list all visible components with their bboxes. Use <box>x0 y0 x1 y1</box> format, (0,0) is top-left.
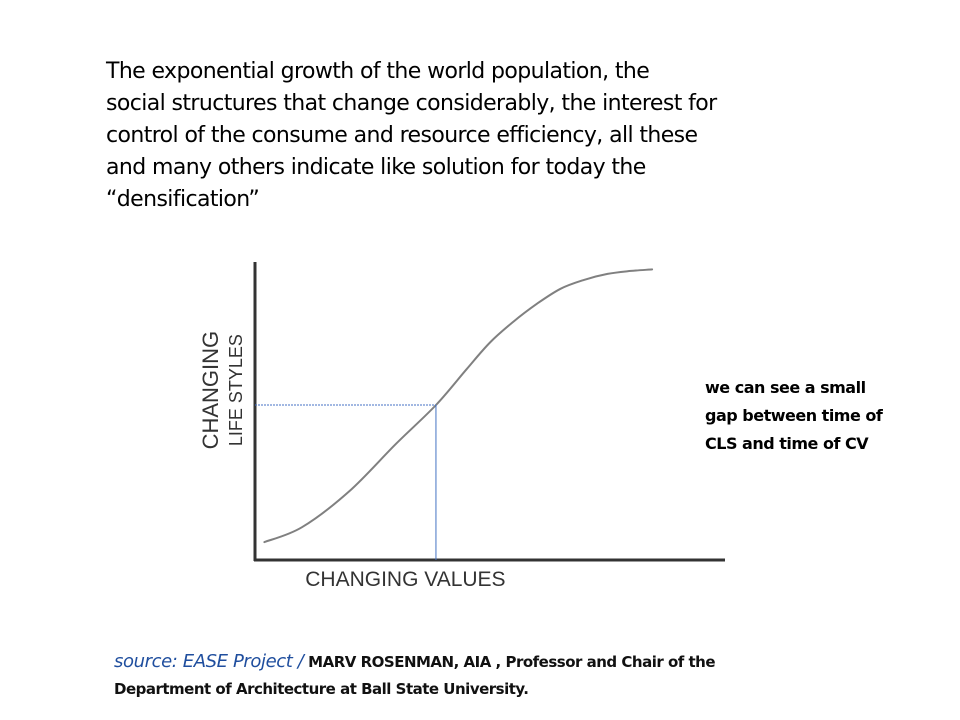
y-axis-label-line: CHANGING <box>198 331 223 450</box>
intro-line: social structures that change considerab… <box>106 91 717 116</box>
intro-line: and many others indicate like solution f… <box>106 155 646 180</box>
y-axis-label-line: LIFE STYLES <box>226 334 246 446</box>
source-link: source: EASE Project / <box>114 651 304 672</box>
source-citation: source: EASE Project / MARV ROSENMAN, AI… <box>114 648 914 703</box>
intro-line: “densification” <box>106 187 260 212</box>
source-line-2: Department of Architecture at Ball State… <box>114 680 529 698</box>
source-line-1: source: EASE Project / MARV ROSENMAN, AI… <box>114 648 914 676</box>
note-line: we can see a small <box>705 378 866 397</box>
y-axis-label: CHANGING LIFE STYLES <box>198 331 246 450</box>
intro-paragraph: The exponential growth of the world popu… <box>106 56 886 216</box>
annotation-note: we can see a small gap between time of C… <box>705 374 925 458</box>
intro-line: control of the consume and resource effi… <box>106 123 698 148</box>
x-axis-label: CHANGING VALUES <box>305 568 505 591</box>
note-line: CLS and time of CV <box>705 434 869 453</box>
source-author: MARV ROSENMAN, AIA , Professor and Chair… <box>303 653 716 671</box>
series-line <box>263 268 654 544</box>
intro-line: The exponential growth of the world popu… <box>106 59 650 84</box>
note-line: gap between time of <box>705 406 883 425</box>
